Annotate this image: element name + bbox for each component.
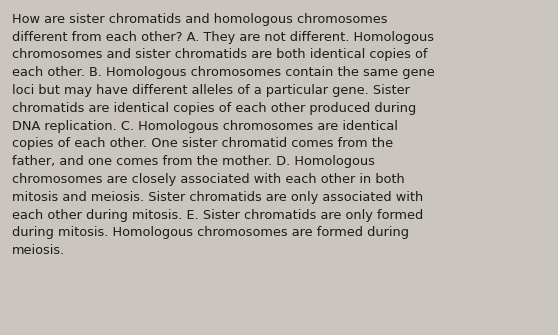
Text: How are sister chromatids and homologous chromosomes
different from each other? : How are sister chromatids and homologous… xyxy=(12,13,435,257)
